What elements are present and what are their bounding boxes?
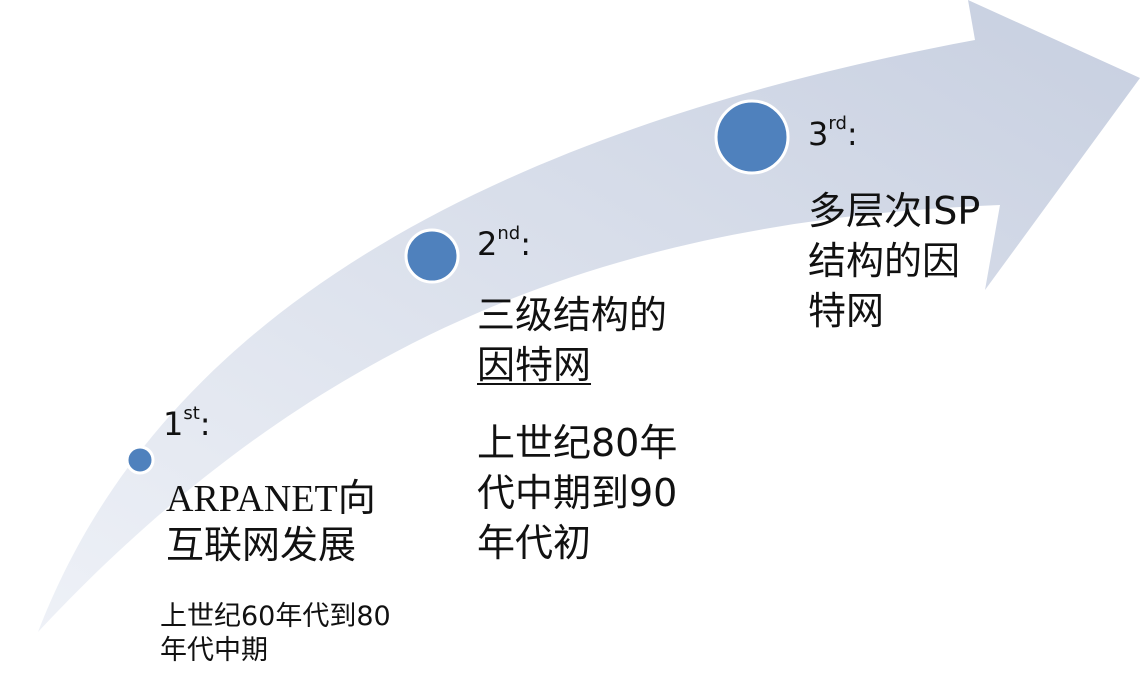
stage-1-label: 1st: bbox=[163, 403, 211, 443]
stage-1-period: 上世纪60年代到80 年代中期 bbox=[160, 601, 391, 666]
arrow-body bbox=[38, 0, 1140, 632]
stage-2-title: 三级结构的 因特网 bbox=[477, 293, 668, 387]
milestone-dot-3 bbox=[714, 99, 790, 175]
milestone-dot-1 bbox=[125, 445, 155, 475]
stage-3-label: 3rd: bbox=[808, 113, 858, 153]
stage-2-label: 2nd: bbox=[477, 223, 531, 263]
stage-1-title: ARPANET向 互联网发展 bbox=[166, 478, 376, 567]
stage-3-title: 多层次ISP 结构的因 特网 bbox=[808, 189, 981, 333]
stage-2-period: 上世纪80年 代中期到90 年代初 bbox=[477, 421, 678, 565]
milestone-dot-2 bbox=[404, 228, 460, 284]
